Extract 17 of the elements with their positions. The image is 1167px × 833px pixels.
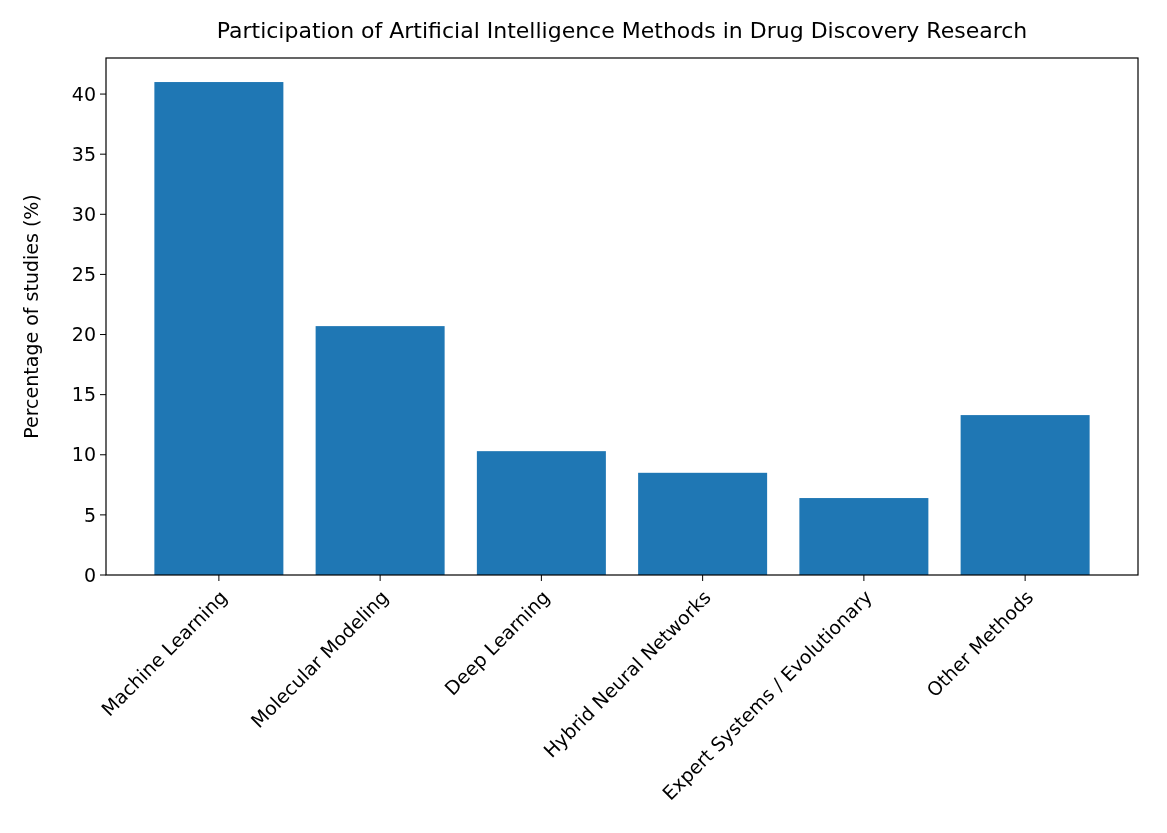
bar: [476, 451, 606, 575]
y-tick-label: 10: [71, 443, 96, 466]
y-tick-label: 5: [83, 503, 96, 526]
y-axis-title: Percentage of studies (%): [20, 194, 42, 439]
y-tick-label: 20: [71, 323, 96, 346]
chart-title: Participation of Artificial Intelligence Methods in Drug Discovery Research: [216, 18, 1028, 43]
y-tick-label: 35: [71, 142, 96, 165]
bar: [638, 472, 768, 575]
y-tick-label: 40: [71, 82, 96, 105]
y-tick-label: 15: [71, 383, 96, 406]
y-tick-label: 0: [83, 563, 96, 586]
y-tick-label: 25: [71, 263, 96, 286]
bar: [960, 415, 1090, 575]
y-tick-label: 30: [71, 202, 96, 225]
bar: [315, 326, 445, 575]
bar: [799, 498, 929, 575]
bar: [154, 82, 284, 575]
